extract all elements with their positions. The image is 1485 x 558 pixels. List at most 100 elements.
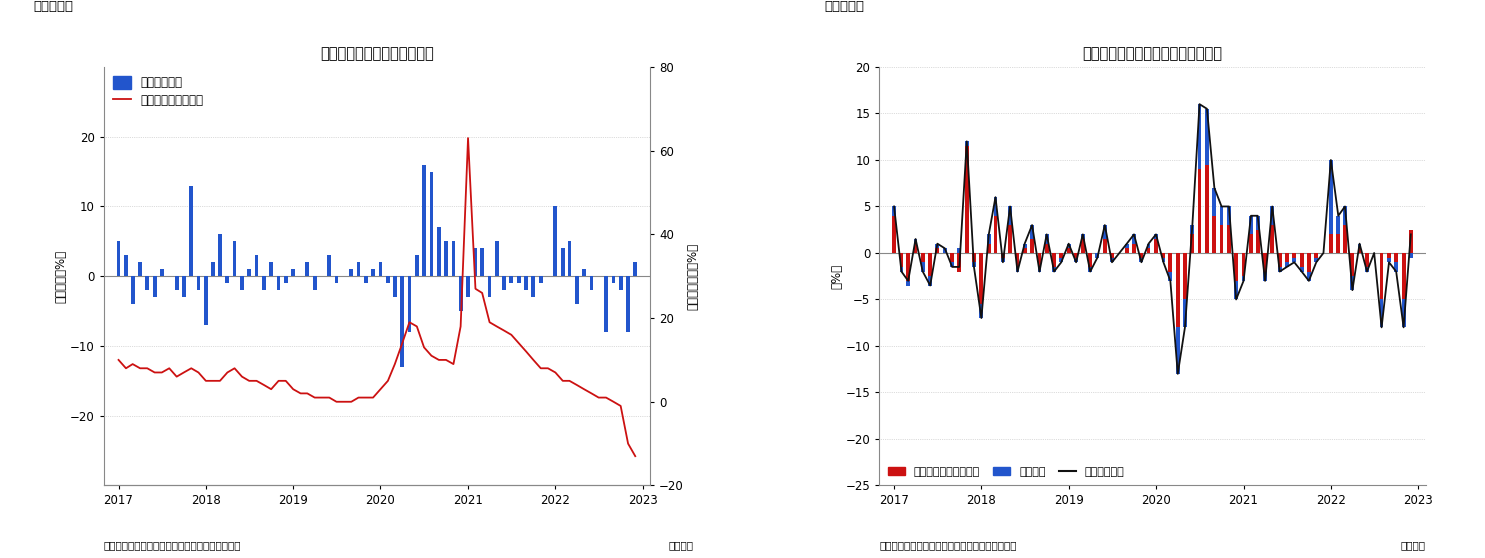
Bar	[327, 255, 331, 276]
Bar	[356, 262, 361, 276]
Bar	[921, 253, 925, 262]
Bar	[1045, 244, 1048, 253]
Bar	[1089, 267, 1091, 272]
Text: （図表５）: （図表５）	[33, 0, 73, 13]
Bar	[1357, 244, 1362, 248]
Bar	[1270, 206, 1274, 225]
Bar	[401, 276, 404, 367]
Bar	[1081, 234, 1084, 239]
Bar	[1314, 253, 1319, 258]
Bar	[900, 253, 903, 267]
Bar	[1387, 253, 1391, 258]
Text: （資料）センサス局よりニッセイ基礎研究所作成: （資料）センサス局よりニッセイ基礎研究所作成	[104, 540, 242, 550]
Bar	[1066, 244, 1071, 248]
Bar	[495, 241, 499, 276]
Bar	[1264, 272, 1267, 281]
Bar	[1038, 253, 1041, 267]
Bar	[1059, 258, 1063, 262]
Bar	[1212, 188, 1216, 216]
Bar	[1045, 234, 1048, 244]
Bar	[247, 269, 251, 276]
Bar	[1292, 253, 1296, 258]
Bar	[1387, 258, 1391, 262]
Bar	[619, 276, 622, 290]
Bar	[1270, 225, 1274, 253]
Bar	[1402, 300, 1405, 328]
Bar	[1161, 253, 1166, 258]
Bar	[928, 253, 933, 276]
Title: 住宅着工許可件数（伸び率）: 住宅着工許可件数（伸び率）	[321, 47, 434, 61]
Bar	[1139, 253, 1143, 258]
Bar	[1126, 244, 1129, 248]
Bar	[276, 276, 281, 290]
Bar	[993, 216, 998, 253]
Bar	[261, 276, 266, 290]
Bar	[1342, 225, 1347, 253]
Bar	[1227, 225, 1231, 253]
Bar	[1074, 258, 1078, 262]
Bar	[1350, 253, 1354, 276]
Legend: 集合住宅（二戸以上）, 一戸建て, 住宅許可件数: 集合住宅（二戸以上）, 一戸建て, 住宅許可件数	[885, 463, 1127, 480]
Bar	[1285, 262, 1289, 267]
Bar	[1191, 225, 1194, 234]
Bar	[554, 206, 557, 276]
Bar	[1402, 253, 1405, 300]
Bar	[1132, 234, 1136, 244]
Bar	[233, 241, 236, 276]
Bar	[160, 269, 163, 276]
Bar	[284, 276, 288, 283]
Bar	[1241, 253, 1246, 276]
Bar	[1380, 253, 1384, 300]
Bar	[604, 276, 607, 332]
Bar	[1394, 262, 1397, 272]
Bar	[1357, 248, 1362, 253]
Bar	[1081, 239, 1084, 253]
Bar	[190, 185, 193, 276]
Bar	[175, 276, 178, 290]
Bar	[407, 276, 411, 332]
Bar	[950, 262, 953, 267]
Bar	[1169, 253, 1172, 272]
Bar	[125, 255, 128, 276]
Bar	[943, 248, 946, 253]
Bar	[291, 269, 296, 276]
Bar	[950, 253, 953, 262]
Bar	[532, 276, 535, 297]
Bar	[1264, 253, 1267, 272]
Bar	[567, 241, 572, 276]
Bar	[1285, 253, 1289, 262]
Bar	[1096, 253, 1099, 258]
Bar	[226, 276, 229, 283]
Bar	[1219, 225, 1224, 253]
Bar	[218, 234, 221, 276]
Bar	[509, 276, 514, 283]
Bar	[1204, 165, 1209, 253]
Bar	[993, 197, 998, 216]
Bar	[131, 276, 135, 304]
Bar	[1176, 328, 1179, 374]
Bar	[1241, 276, 1246, 281]
Bar	[480, 248, 484, 276]
Bar	[575, 276, 579, 304]
Bar	[1314, 258, 1319, 262]
Bar	[386, 276, 391, 283]
Bar	[183, 276, 186, 297]
Bar	[1380, 300, 1384, 328]
Bar	[371, 269, 376, 276]
Bar	[1277, 267, 1282, 272]
Bar	[306, 262, 309, 276]
Bar	[1299, 253, 1304, 267]
Bar	[1184, 300, 1187, 328]
Bar	[1103, 239, 1106, 253]
Bar	[965, 146, 968, 253]
Bar	[1197, 104, 1201, 169]
Bar	[364, 276, 368, 283]
Bar	[146, 276, 148, 290]
Bar	[1336, 216, 1339, 234]
Bar	[1176, 253, 1179, 328]
Bar	[429, 172, 434, 276]
Bar	[1089, 253, 1091, 267]
Text: （資料）センサス局よりニッセイ基礎研究所作成: （資料）センサス局よりニッセイ基礎研究所作成	[879, 540, 1017, 550]
Bar	[1103, 225, 1106, 239]
Bar	[254, 255, 258, 276]
